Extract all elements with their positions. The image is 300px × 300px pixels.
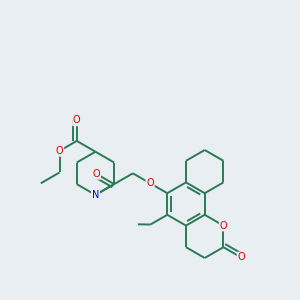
Text: N: N (92, 190, 99, 200)
Text: O: O (56, 146, 63, 156)
Text: O: O (237, 253, 245, 262)
Text: O: O (220, 220, 227, 231)
Text: O: O (146, 178, 154, 188)
Text: O: O (73, 116, 81, 125)
Text: O: O (93, 169, 100, 179)
